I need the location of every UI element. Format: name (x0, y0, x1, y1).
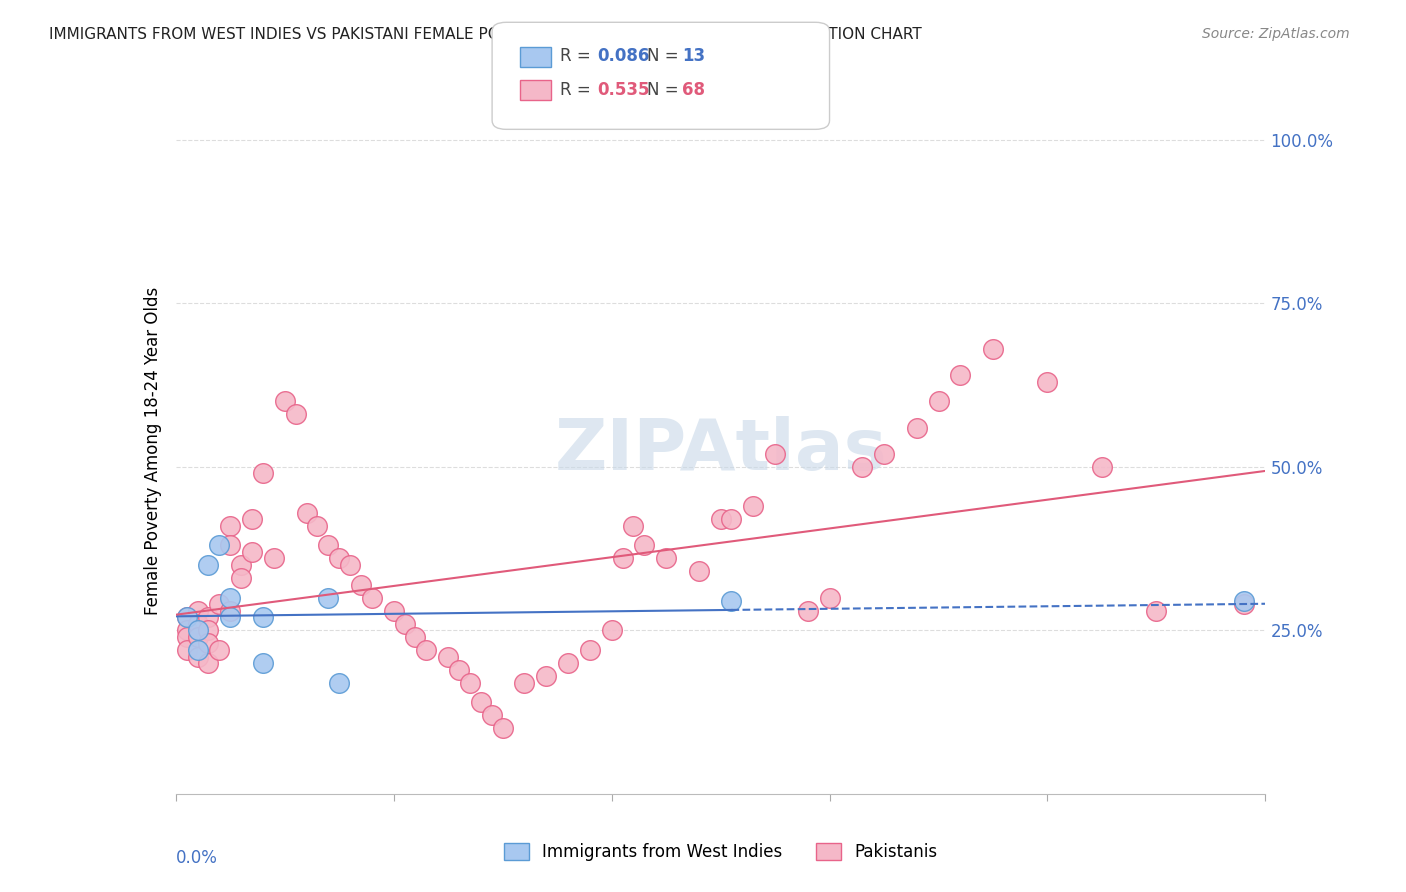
Point (231, 571, 253, 585)
Point (186, 624, 209, 638)
Point (1091, 459, 1114, 474)
Point (1036, 375, 1059, 389)
Point (360, 591, 382, 605)
Point (481, 708, 503, 723)
Point (981, 342, 1004, 356)
Point (219, 591, 242, 605)
Point (458, 675, 481, 690)
Point (818, 591, 841, 605)
Point (197, 636, 219, 650)
Point (240, 512, 263, 526)
Point (186, 643, 209, 657)
Y-axis label: Female Poverty Among 18-24 Year Olds: Female Poverty Among 18-24 Year Olds (143, 286, 162, 615)
Point (176, 624, 198, 638)
Point (405, 630, 427, 644)
Point (295, 506, 318, 520)
Point (1232, 594, 1256, 608)
Point (633, 538, 655, 552)
Point (710, 512, 733, 526)
Point (742, 499, 765, 513)
Point (176, 610, 198, 624)
Point (219, 538, 242, 552)
Point (307, 518, 329, 533)
Point (197, 610, 219, 624)
Point (949, 368, 972, 383)
Point (579, 643, 602, 657)
Point (240, 545, 263, 559)
Text: 13: 13 (682, 47, 704, 65)
Text: 0.0%: 0.0% (176, 849, 218, 867)
Point (176, 643, 198, 657)
Point (176, 610, 198, 624)
Point (415, 643, 437, 657)
Point (612, 551, 634, 566)
Text: R =: R = (560, 81, 596, 99)
Point (186, 604, 209, 618)
Point (350, 577, 373, 591)
Point (219, 610, 242, 624)
Point (851, 459, 873, 474)
Point (208, 643, 231, 657)
Point (394, 616, 416, 631)
Point (176, 630, 198, 644)
Point (720, 594, 742, 608)
Point (208, 538, 231, 552)
Point (252, 467, 274, 481)
Point (688, 565, 710, 579)
Text: N =: N = (647, 47, 683, 65)
Text: 0.086: 0.086 (598, 47, 650, 65)
Point (252, 656, 274, 670)
Point (621, 518, 644, 533)
Point (720, 512, 742, 526)
Point (557, 656, 579, 670)
Text: R =: R = (560, 47, 596, 65)
Point (513, 675, 536, 690)
Point (763, 447, 786, 461)
Point (328, 551, 350, 566)
Point (1144, 604, 1167, 618)
Point (797, 604, 820, 618)
Point (339, 558, 361, 572)
Point (928, 394, 950, 409)
Text: Source: ZipAtlas.com: Source: ZipAtlas.com (1202, 27, 1350, 41)
Point (219, 604, 242, 618)
Point (274, 394, 297, 409)
Point (437, 649, 460, 664)
Text: N =: N = (647, 81, 683, 99)
Point (318, 538, 340, 552)
Text: 68: 68 (682, 81, 704, 99)
Point (382, 604, 405, 618)
Text: 0.535: 0.535 (598, 81, 650, 99)
Point (470, 695, 492, 709)
Point (447, 663, 470, 677)
Text: IMMIGRANTS FROM WEST INDIES VS PAKISTANI FEMALE POVERTY AMONG 18-24 YEAR OLDS CO: IMMIGRANTS FROM WEST INDIES VS PAKISTANI… (49, 27, 922, 42)
Point (186, 616, 209, 631)
Point (197, 656, 219, 670)
Point (318, 591, 340, 605)
Point (1232, 597, 1256, 611)
Point (252, 610, 274, 624)
Point (492, 722, 515, 736)
Text: ZIPAtlas: ZIPAtlas (554, 416, 887, 485)
Point (873, 447, 896, 461)
Point (208, 597, 231, 611)
Point (600, 624, 623, 638)
Point (263, 551, 285, 566)
Point (534, 669, 557, 683)
Point (328, 675, 350, 690)
Point (186, 649, 209, 664)
Point (284, 408, 307, 422)
Point (905, 420, 928, 434)
Point (197, 624, 219, 638)
Legend: Immigrants from West Indies, Pakistanis: Immigrants from West Indies, Pakistanis (498, 837, 943, 868)
Point (186, 630, 209, 644)
Point (219, 518, 242, 533)
Point (197, 558, 219, 572)
Point (231, 558, 253, 572)
Point (655, 551, 678, 566)
